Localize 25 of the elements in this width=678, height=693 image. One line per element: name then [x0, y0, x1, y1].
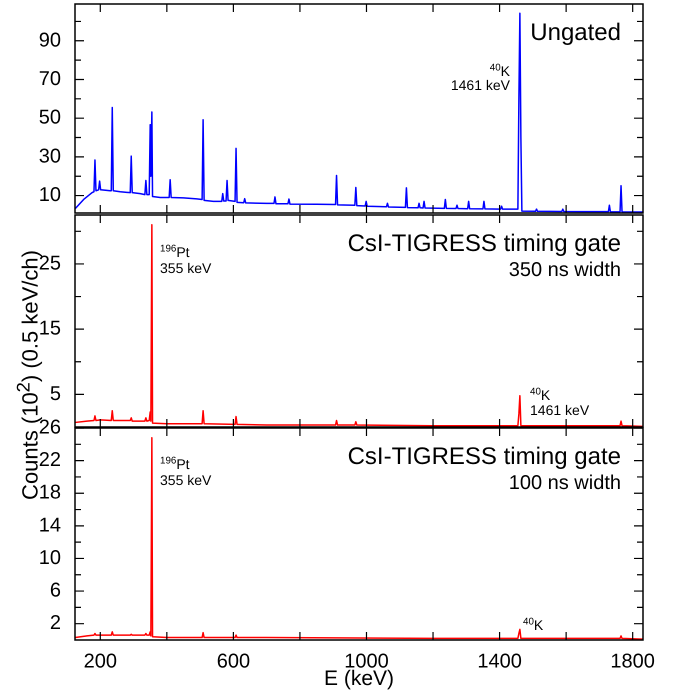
y-tick-label: 30: [38, 145, 61, 168]
text: 350 ns width: [508, 259, 621, 281]
x-tick-label: 600: [216, 650, 250, 673]
y-tick-label: 14: [38, 514, 61, 536]
y-tick-label: 15: [38, 318, 61, 340]
y-tick-label: 22: [38, 449, 61, 472]
y-tick-label: 90: [38, 29, 61, 52]
y-tick-label: 2: [50, 612, 61, 634]
y-tick-label: 5: [50, 382, 61, 405]
text: CsI-TIGRESS timing gate: [348, 443, 622, 470]
text: CsI-TIGRESS timing gate: [348, 230, 622, 257]
annotation: 1461 keV: [530, 402, 590, 418]
y-tick-label: 70: [38, 68, 61, 90]
y-tick-label: 50: [38, 106, 61, 129]
annotation: 355 keV: [160, 260, 212, 276]
annotation: 355 keV: [160, 472, 212, 488]
x-tick-label: 1400: [477, 650, 522, 673]
text: 100 ns width: [508, 472, 621, 494]
y-tick-label: 6: [50, 580, 61, 602]
x-tick-label: 1800: [610, 650, 655, 673]
text: Ungated: [530, 19, 622, 46]
annotation: 1461 keV: [450, 77, 511, 93]
y-tick-label: 10: [38, 546, 61, 569]
x-tick-label: 200: [84, 650, 117, 673]
y-tick-label: 10: [38, 184, 61, 206]
